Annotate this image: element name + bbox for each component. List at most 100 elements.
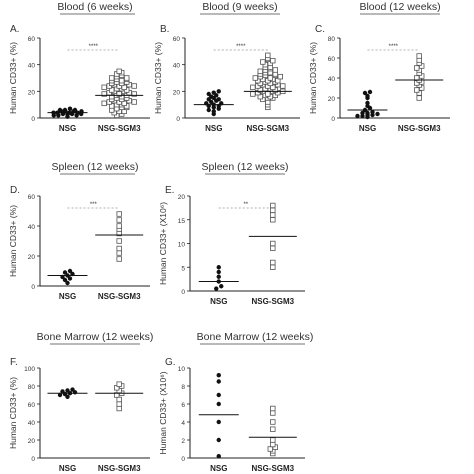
data-point-nsg xyxy=(67,106,73,111)
x-category-label: NSG xyxy=(59,464,76,473)
y-tick-label: 5 xyxy=(181,265,185,272)
x-category-label: NSG xyxy=(359,124,376,133)
data-point-nsg xyxy=(355,113,360,119)
data-point-nsg-sgm3 xyxy=(270,240,276,247)
data-point-nsg-sgm3 xyxy=(270,410,276,416)
data-point-nsg xyxy=(216,419,221,425)
data-point-nsg xyxy=(216,269,221,275)
significance-label: **** xyxy=(236,44,246,50)
data-point-nsg xyxy=(365,93,370,99)
y-tick-label: 0 xyxy=(181,289,185,296)
data-point-nsg-sgm3 xyxy=(116,396,122,403)
data-point-nsg xyxy=(70,387,75,392)
data-point-nsg xyxy=(57,392,63,398)
y-tick-label: 0 xyxy=(181,456,185,463)
data-point-nsg-sgm3 xyxy=(101,100,107,107)
panel-title: Bone Marrow (12 weeks) xyxy=(37,331,154,343)
data-point-nsg-sgm3 xyxy=(270,57,276,64)
x-category-label: NSG xyxy=(59,292,76,301)
y-tick-label: 20 xyxy=(28,89,36,96)
data-point-nsg-sgm3 xyxy=(413,87,420,93)
data-point-nsg xyxy=(62,107,68,113)
y-tick-label: 8 xyxy=(181,384,185,391)
y-tick-label: 40 xyxy=(173,63,181,70)
data-point-nsg-sgm3 xyxy=(116,217,122,223)
data-point-nsg-sgm3 xyxy=(270,419,276,425)
data-point-nsg-sgm3 xyxy=(252,75,258,81)
x-category-label: NSG xyxy=(210,464,227,473)
panel-f: Bone Marrow (12 weeks) F. 0 20 40 60 80 100 Huma… xyxy=(8,331,153,473)
data-point-nsg xyxy=(216,274,221,279)
data-point-nsg-sgm3 xyxy=(131,91,137,97)
y-tick-label: 0 xyxy=(31,284,35,291)
data-point-nsg xyxy=(206,91,211,97)
y-axis-label: Human CD33+ (X10⁶) xyxy=(158,371,168,454)
data-point-nsg-sgm3 xyxy=(116,401,122,407)
data-point-nsg-sgm3 xyxy=(265,91,271,97)
data-point-nsg xyxy=(216,89,221,94)
data-point-nsg xyxy=(206,107,211,113)
data-point-nsg xyxy=(367,89,373,95)
data-point-nsg-sgm3 xyxy=(116,68,122,75)
data-point-nsg xyxy=(65,388,70,393)
data-point-nsg-sgm3 xyxy=(257,68,263,75)
data-point-nsg-sgm3 xyxy=(270,207,276,213)
panel-title: Blood (9 weeks) xyxy=(202,1,277,13)
y-tick-label: 60 xyxy=(328,56,336,63)
data-point-nsg xyxy=(216,373,221,378)
data-point-nsg xyxy=(216,392,221,398)
data-point-nsg-sgm3 xyxy=(250,91,256,97)
x-category-label: NSG-SGM3 xyxy=(98,292,141,301)
significance-label: **** xyxy=(389,44,399,50)
data-point-nsg-sgm3 xyxy=(270,437,276,443)
data-point-nsg-sgm3 xyxy=(116,211,122,217)
panel-label: F. xyxy=(10,357,18,368)
data-point-nsg-sgm3 xyxy=(116,223,122,229)
y-tick-label: 60 xyxy=(28,194,36,201)
x-category-label: NSG-SGM3 xyxy=(98,124,141,133)
panel-label: G. xyxy=(165,357,176,368)
data-point-nsg xyxy=(216,97,221,102)
panel-title: Spleen (12 weeks) xyxy=(202,161,289,173)
panel-a: Blood (6 weeks) A. 0 20 40 60 Human CD33+ (%) N… xyxy=(8,1,150,133)
significance-label: **** xyxy=(89,44,99,50)
data-point-nsg-sgm3 xyxy=(124,75,130,81)
data-point-nsg-sgm3 xyxy=(270,426,276,432)
data-point-nsg-sgm3 xyxy=(116,238,122,244)
data-point-nsg xyxy=(211,109,216,114)
data-point-nsg xyxy=(219,284,224,289)
y-tick-label: 80 xyxy=(28,384,36,391)
data-point-nsg-sgm3 xyxy=(270,202,276,209)
data-point-nsg xyxy=(214,286,219,291)
panel-title: Spleen (12 weeks) xyxy=(52,161,139,173)
x-category-label: NSG-SGM3 xyxy=(251,464,294,473)
panel-label: B. xyxy=(160,24,169,35)
y-tick-label: 100 xyxy=(24,366,35,373)
x-category-label: NSG xyxy=(205,124,222,133)
panel-e: Spleen (12 weeks) E. 0 5 10 15 20 Human CD33+ (… xyxy=(158,161,305,306)
data-point-nsg-sgm3 xyxy=(270,441,276,448)
data-point-nsg-sgm3 xyxy=(270,212,276,218)
data-point-nsg-sgm3 xyxy=(413,65,420,71)
data-point-nsg xyxy=(62,270,68,275)
data-point-nsg-sgm3 xyxy=(270,259,276,266)
data-point-nsg-sgm3 xyxy=(270,405,276,412)
data-point-nsg-sgm3 xyxy=(131,99,137,105)
data-point-nsg xyxy=(216,401,221,407)
x-category-label: NSG xyxy=(210,297,227,306)
data-point-nsg-sgm3 xyxy=(101,84,107,91)
panel-c: Blood (12 weeks) C. 0 20 40 60 80 Human CD33+ (… xyxy=(308,1,450,133)
data-point-nsg-sgm3 xyxy=(116,250,122,256)
data-point-nsg-sgm3 xyxy=(265,52,271,59)
y-tick-label: 20 xyxy=(328,96,336,103)
data-point-nsg xyxy=(362,90,368,96)
x-category-label: NSG-SGM3 xyxy=(246,124,289,133)
data-point-nsg xyxy=(216,265,221,270)
y-tick-label: 80 xyxy=(328,36,336,43)
y-tick-label: 20 xyxy=(178,194,186,201)
data-point-nsg xyxy=(211,90,216,95)
panel-g: Bone Marrow (12 weeks) G. 0 2 4 6 8 10 Human CD3… xyxy=(158,331,313,473)
y-tick-label: 40 xyxy=(328,76,336,83)
data-point-nsg xyxy=(216,437,221,443)
